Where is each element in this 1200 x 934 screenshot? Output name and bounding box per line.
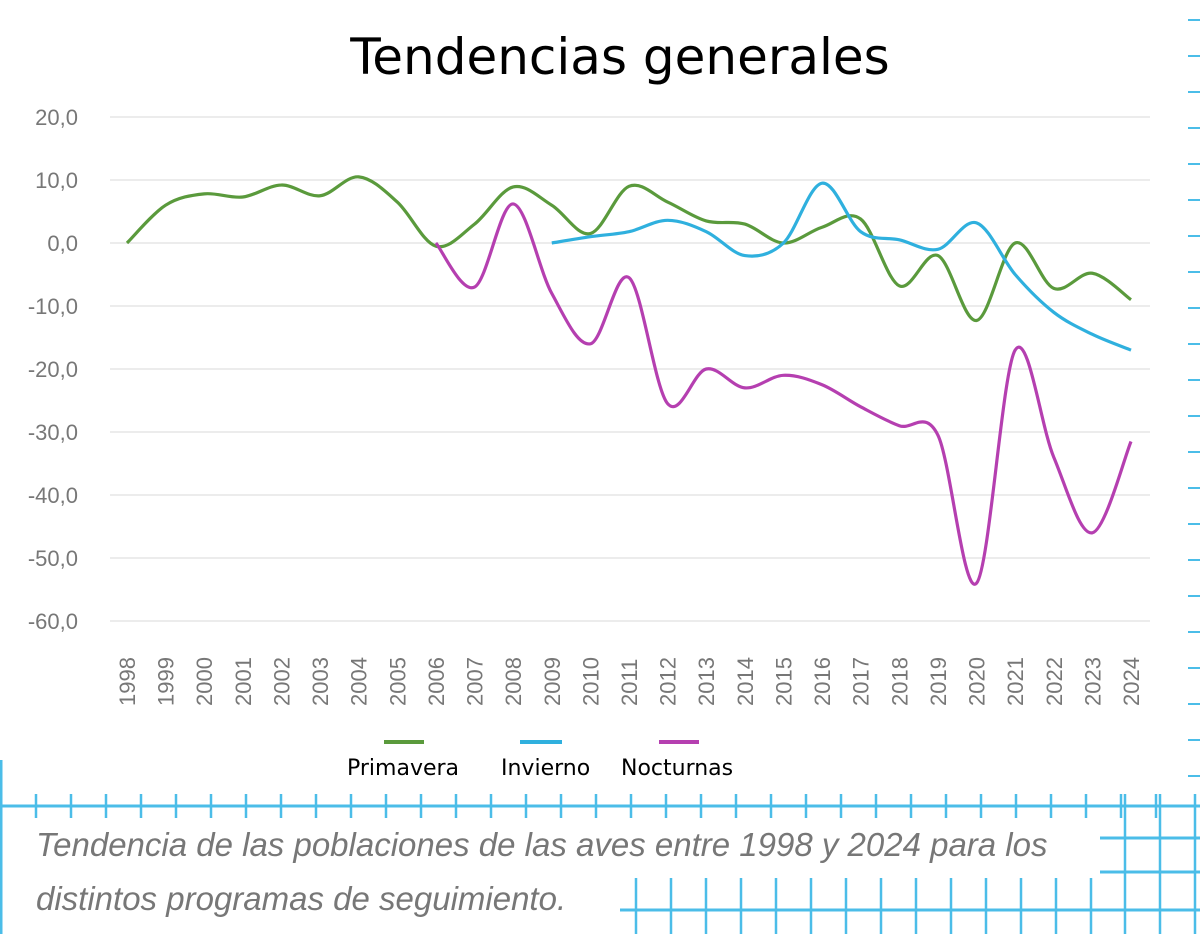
y-tick-label: -30,0 xyxy=(28,420,78,445)
x-tick-label: 2004 xyxy=(347,657,372,706)
legend-label-nocturnas: Nocturnas xyxy=(621,756,734,781)
chart-title: Tendencias generales xyxy=(350,28,890,86)
y-tick-label: -50,0 xyxy=(28,546,78,571)
y-tick-label: -20,0 xyxy=(28,357,78,382)
x-tick-label: 2017 xyxy=(849,657,874,706)
caption-line-2: distintos programas de seguimiento. xyxy=(36,880,573,918)
y-tick-label: -40,0 xyxy=(28,483,78,508)
legend-label-invierno: Invierno xyxy=(501,756,591,781)
y-tick-label: -10,0 xyxy=(28,294,78,319)
x-tick-label: 2006 xyxy=(424,657,449,706)
y-tick-label: 0,0 xyxy=(47,231,78,256)
x-tick-label: 2014 xyxy=(733,657,758,706)
x-tick-label: 2003 xyxy=(308,657,333,706)
x-tick-label: 2008 xyxy=(501,657,526,706)
x-tick-label: 2021 xyxy=(1003,657,1028,706)
x-tick-label: 1999 xyxy=(154,657,179,706)
x-tick-label: 2022 xyxy=(1042,657,1067,706)
x-tick-label: 2007 xyxy=(463,657,488,706)
x-tick-label: 2015 xyxy=(771,657,796,706)
x-tick-label: 1998 xyxy=(115,657,140,706)
x-tick-label: 2024 xyxy=(1119,657,1144,706)
series-line-invierno xyxy=(551,181,1132,352)
y-tick-label: 10,0 xyxy=(35,168,78,193)
caption-line-1: Tendencia de las poblaciones de las aves… xyxy=(36,826,1054,864)
x-tick-label: 2011 xyxy=(617,659,642,706)
series-line-nocturnas xyxy=(434,202,1133,586)
x-tick-label: 2018 xyxy=(887,657,912,706)
x-tick-label: 2013 xyxy=(694,657,719,706)
x-tick-label: 2023 xyxy=(1080,657,1105,706)
x-tick-label: 2009 xyxy=(540,657,565,706)
x-tick-label: 2020 xyxy=(965,657,990,706)
y-tick-label: -60,0 xyxy=(28,609,78,634)
x-tick-label: 2001 xyxy=(231,657,256,706)
legend-label-primavera: Primavera xyxy=(347,756,460,781)
x-tick-label: 2010 xyxy=(578,657,603,706)
x-tick-label: 2012 xyxy=(656,657,681,706)
x-tick-label: 2002 xyxy=(269,657,294,706)
x-tick-label: 2016 xyxy=(810,657,835,706)
series-line-primavera xyxy=(125,175,1132,323)
x-tick-label: 2005 xyxy=(385,657,410,706)
x-tick-label: 2000 xyxy=(192,657,217,706)
y-tick-label: 20,0 xyxy=(35,105,78,130)
x-tick-label: 2019 xyxy=(926,657,951,706)
